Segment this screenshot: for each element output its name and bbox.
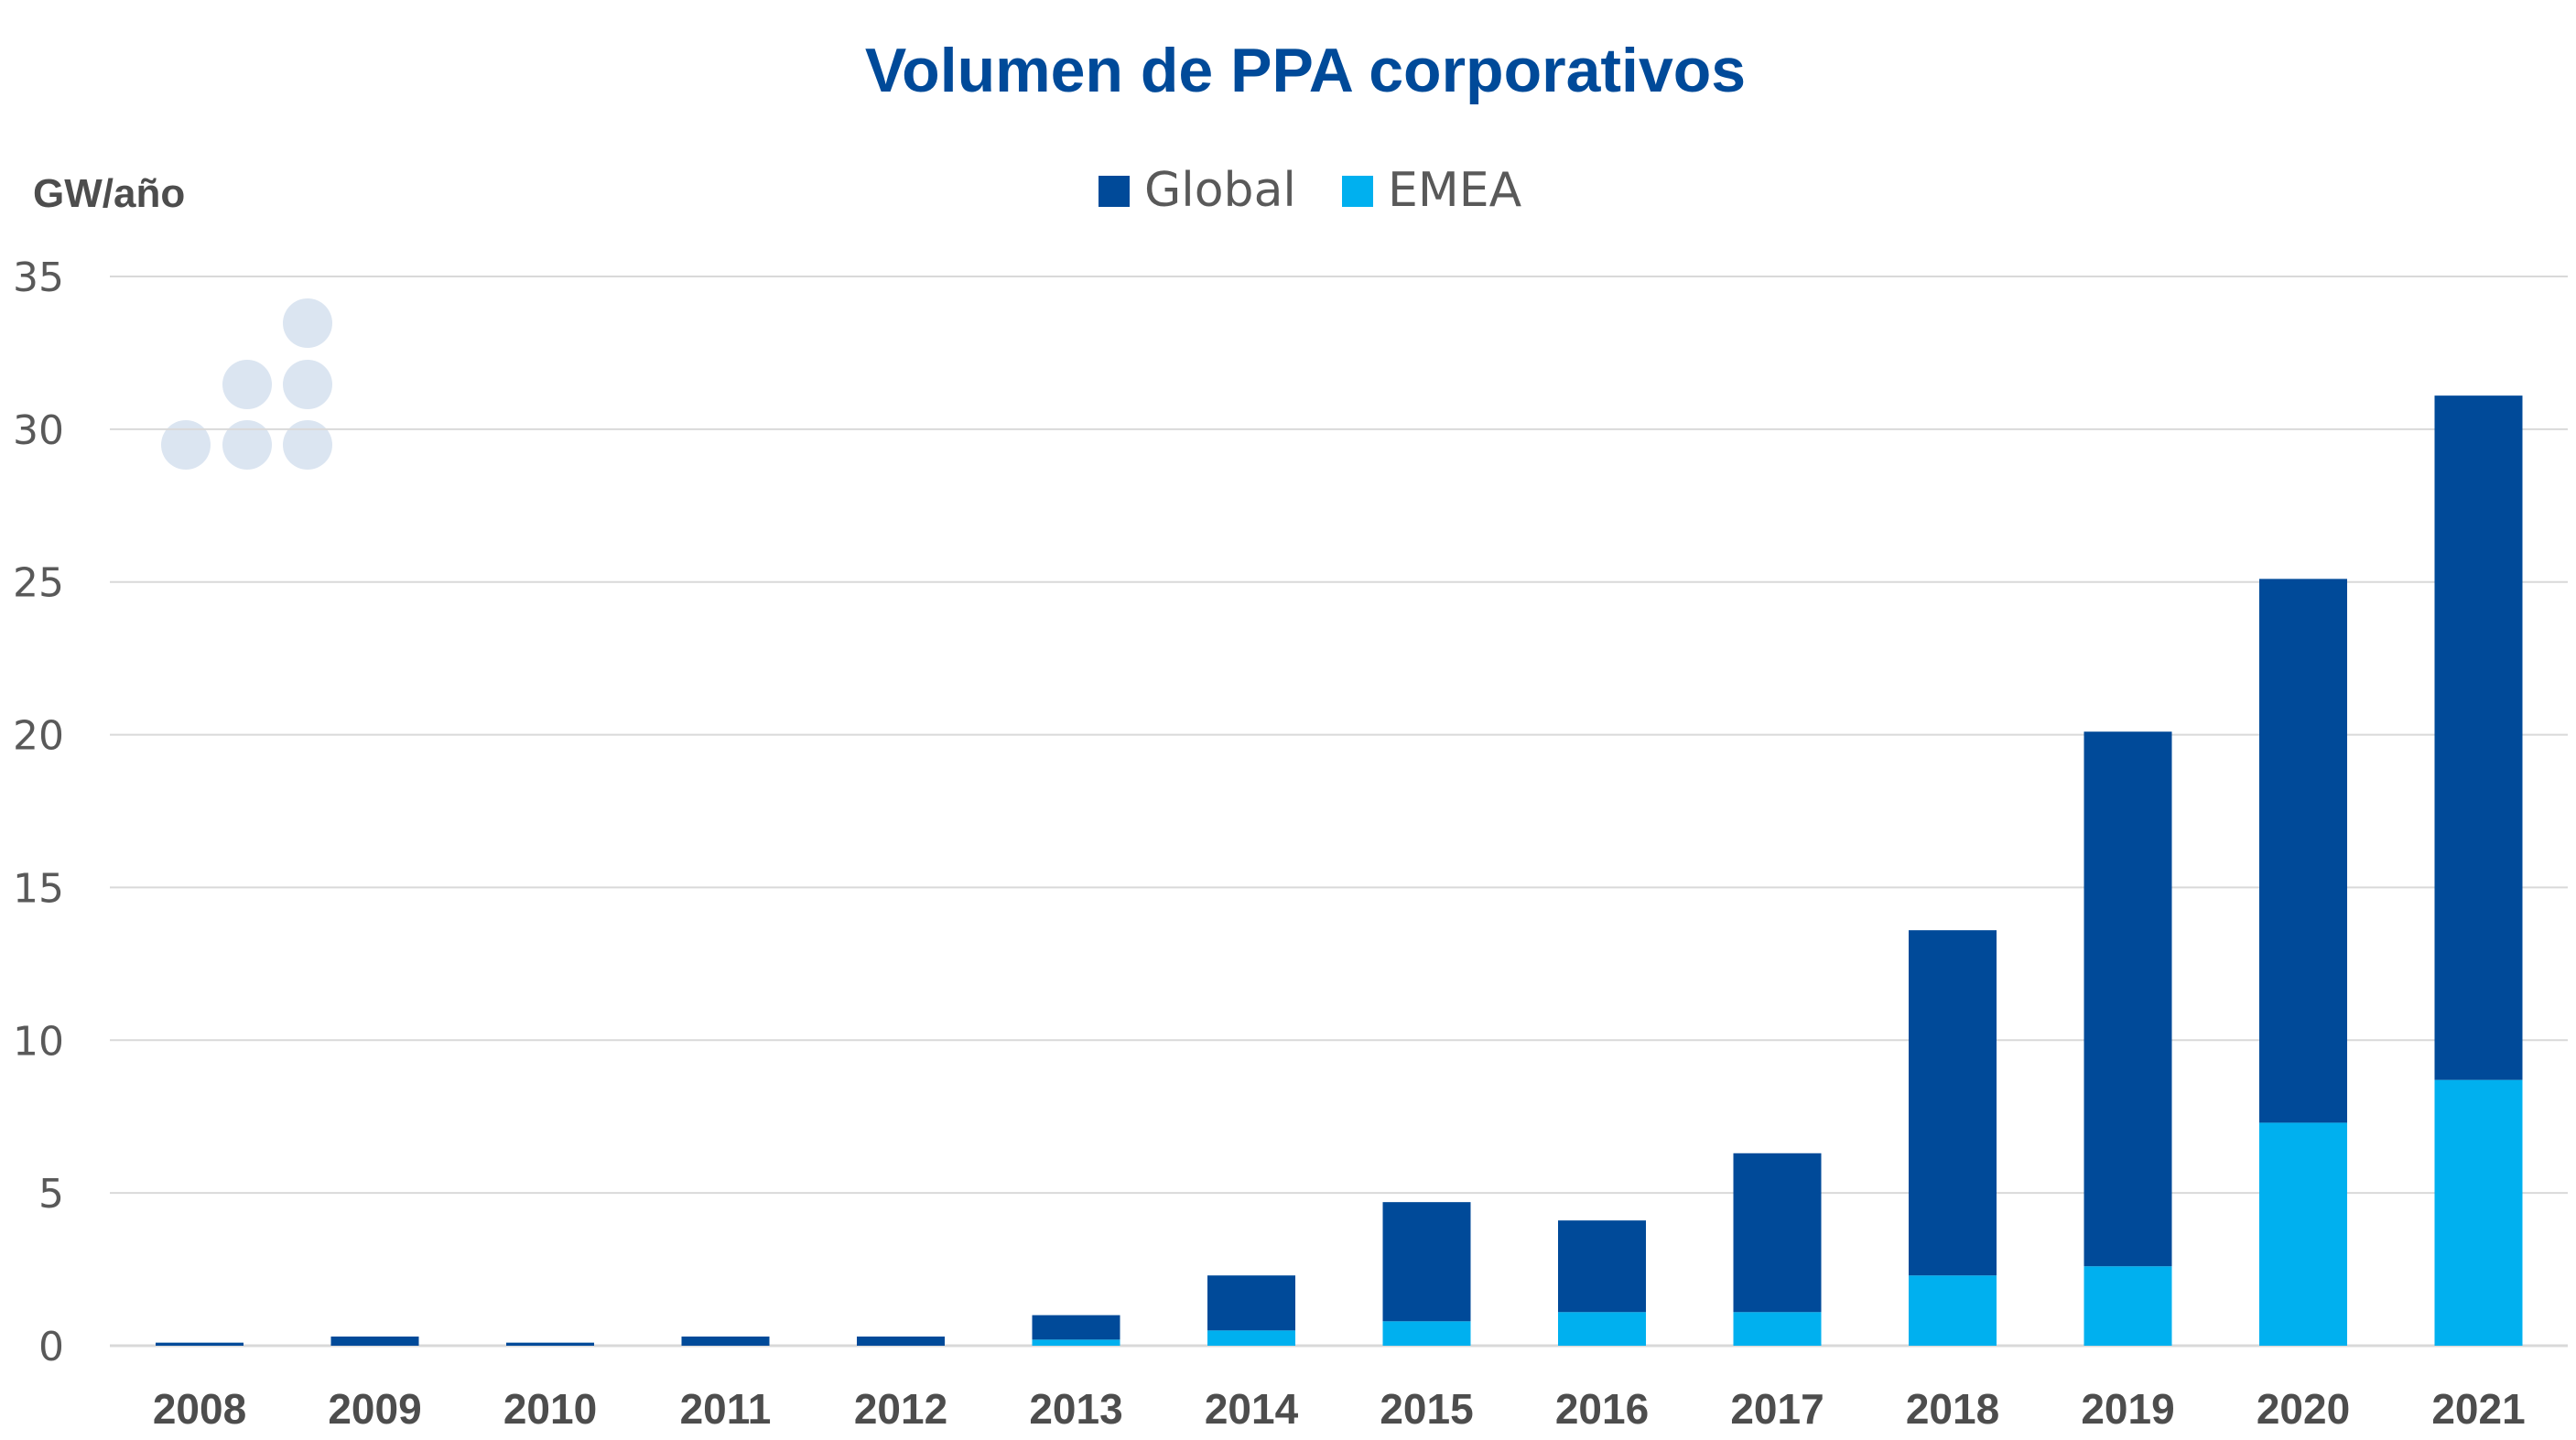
x-tick-label: 2009: [328, 1385, 421, 1433]
bar-emea-2014: [1207, 1330, 1295, 1346]
x-tick-label: 2021: [2431, 1385, 2525, 1433]
bar-emea-2021: [2434, 1079, 2523, 1346]
bar-emea-2019: [2084, 1266, 2172, 1346]
bar-global-2014: [1207, 1275, 1295, 1331]
y-tick-label: 0: [38, 1324, 64, 1370]
chart-title: Volumen de PPA corporativos: [865, 36, 1746, 105]
bar-global-2016: [1558, 1220, 1646, 1313]
bar-global-2015: [1382, 1202, 1471, 1322]
x-tick-label: 2012: [854, 1385, 947, 1433]
x-tick-label: 2019: [2081, 1385, 2174, 1433]
y-axis-ticks: 0 5 10 15 20 25 30 35: [13, 254, 64, 1370]
x-tick-label: 2016: [1555, 1385, 1649, 1433]
logo-dot: [222, 360, 272, 409]
y-tick-label: 5: [38, 1171, 64, 1218]
y-tick-label: 35: [13, 254, 64, 301]
bar-global-2008: [156, 1342, 244, 1346]
x-tick-label: 2015: [1380, 1385, 1473, 1433]
bar-global-2018: [1909, 930, 1997, 1276]
bar-emea-2015: [1382, 1321, 1471, 1346]
legend: Global EMEA: [1099, 163, 1522, 218]
x-tick-label: 2020: [2257, 1385, 2350, 1433]
legend-label-emea: EMEA: [1388, 163, 1522, 218]
x-tick-label: 2008: [153, 1385, 246, 1433]
logo-dot: [222, 420, 272, 470]
gridlines: [110, 276, 2568, 1348]
x-tick-label: 2018: [1906, 1385, 1999, 1433]
bar-emea-2018: [1909, 1275, 1997, 1346]
y-axis-label: GW/año: [33, 171, 185, 216]
bars: [156, 395, 2523, 1346]
y-tick-label: 20: [13, 713, 64, 760]
x-tick-label: 2011: [680, 1385, 772, 1433]
logo-dot: [283, 360, 332, 409]
legend-label-global: Global: [1144, 163, 1296, 218]
legend-swatch-global: [1099, 176, 1130, 207]
bar-emea-2017: [1733, 1312, 1822, 1346]
watermark-logo: [161, 298, 332, 470]
y-tick-label: 10: [13, 1018, 64, 1065]
bar-global-2020: [2259, 579, 2347, 1123]
x-tick-label: 2013: [1029, 1385, 1122, 1433]
bar-global-2012: [857, 1336, 945, 1346]
x-axis-ticks: 2008 2009 2010 2011 2012 2013 2014 2015 2016 2017…: [153, 1385, 2526, 1433]
bar-global-2009: [330, 1336, 419, 1346]
bar-emea-2020: [2259, 1122, 2347, 1346]
bar-global-2019: [2084, 731, 2172, 1267]
bar-emea-2016: [1558, 1312, 1646, 1346]
y-tick-label: 25: [13, 560, 64, 607]
bar-global-2017: [1733, 1153, 1822, 1313]
x-tick-label: 2014: [1205, 1385, 1299, 1433]
legend-swatch-emea: [1342, 176, 1373, 207]
logo-dot: [283, 298, 332, 348]
y-tick-label: 30: [13, 407, 64, 454]
bar-global-2013: [1032, 1315, 1120, 1340]
bar-emea-2013: [1032, 1339, 1120, 1346]
x-tick-label: 2010: [503, 1385, 597, 1433]
y-tick-label: 15: [13, 865, 64, 912]
bar-global-2021: [2434, 395, 2523, 1080]
bar-global-2011: [681, 1336, 770, 1346]
x-tick-label: 2017: [1730, 1385, 1824, 1433]
logo-dot: [283, 420, 332, 470]
bar-global-2010: [506, 1342, 594, 1346]
logo-dot: [161, 420, 211, 470]
